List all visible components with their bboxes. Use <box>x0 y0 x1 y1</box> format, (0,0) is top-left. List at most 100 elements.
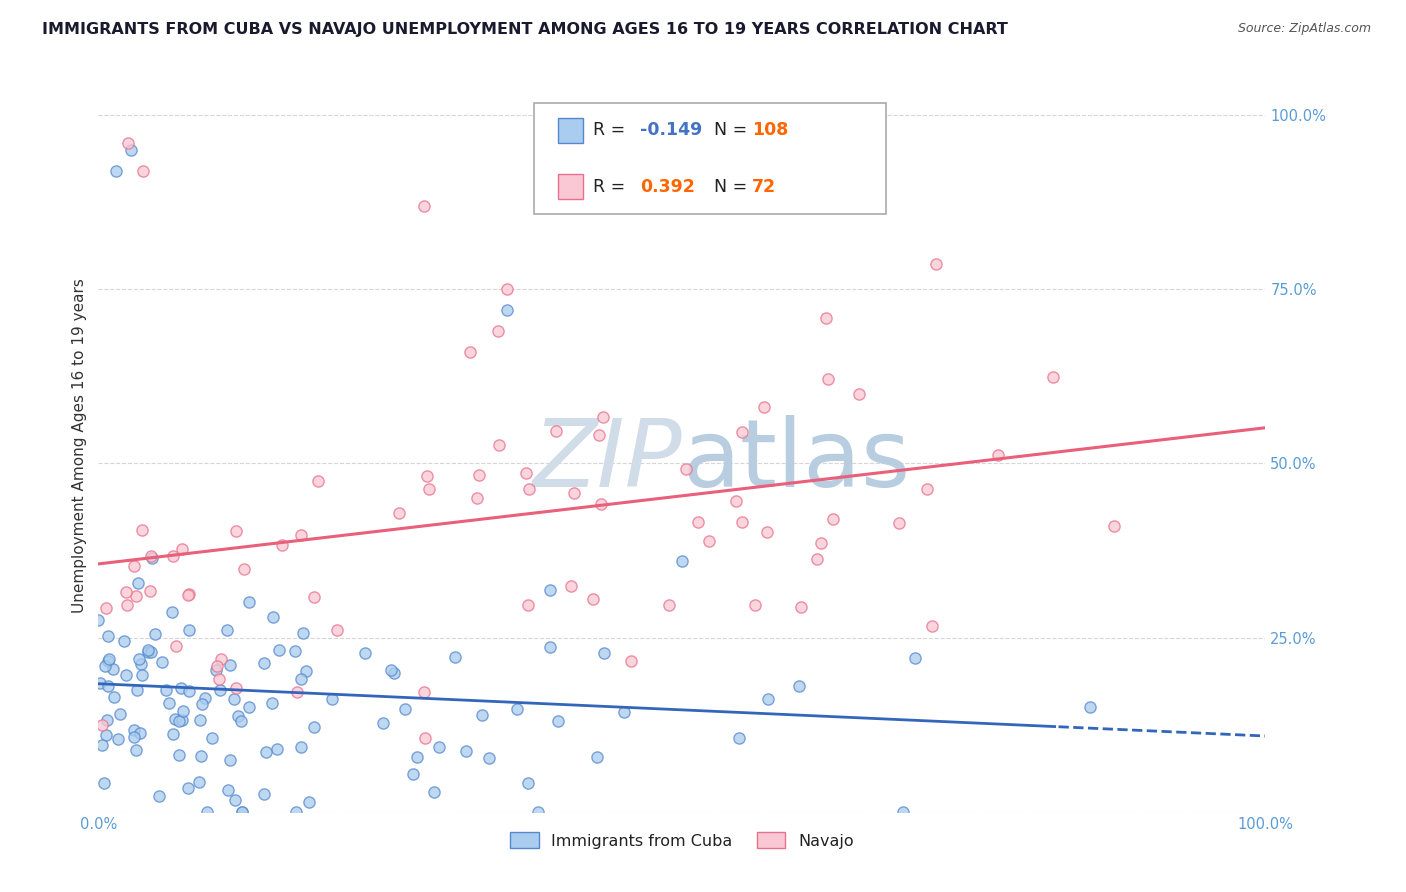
Point <box>93 659 115 673</box>
Point <box>284 644 307 658</box>
Point <box>266 742 288 756</box>
Point <box>388 506 411 520</box>
Point <box>195 805 218 819</box>
Point <box>697 533 720 548</box>
Point <box>127 576 149 591</box>
Point <box>115 584 138 599</box>
Point <box>170 681 193 695</box>
Text: N =: N = <box>714 178 754 195</box>
Point <box>756 691 779 706</box>
Point <box>262 610 284 624</box>
Point <box>321 692 343 706</box>
Point <box>177 589 200 603</box>
Point <box>468 468 491 483</box>
Point <box>94 601 117 615</box>
Point <box>139 584 162 599</box>
Point <box>131 523 153 537</box>
Point <box>848 387 870 401</box>
Point <box>97 629 120 643</box>
Point <box>810 536 832 550</box>
Point <box>188 713 211 727</box>
Point <box>284 805 307 819</box>
Point <box>205 658 228 673</box>
Point <box>416 469 439 483</box>
Point <box>394 701 416 715</box>
Point <box>412 199 434 213</box>
Point <box>921 619 943 633</box>
Point <box>307 475 329 489</box>
Point <box>136 642 159 657</box>
Point <box>104 164 127 178</box>
Point <box>194 691 217 706</box>
Point <box>253 656 276 670</box>
Point <box>128 652 150 666</box>
Point <box>516 598 538 612</box>
Point <box>141 549 163 563</box>
Point <box>115 599 138 613</box>
Point <box>790 600 813 615</box>
Point <box>219 753 242 767</box>
Text: atlas: atlas <box>682 415 910 507</box>
Point <box>224 692 246 706</box>
Point <box>238 699 260 714</box>
Point <box>229 714 252 728</box>
Point <box>515 467 537 481</box>
Point <box>987 448 1010 462</box>
Point <box>267 643 290 657</box>
Point <box>115 667 138 681</box>
Point <box>107 731 129 746</box>
Text: IMMIGRANTS FROM CUBA VS NAVAJO UNEMPLOYMENT AMONG AGES 16 TO 19 YEARS CORRELATIO: IMMIGRANTS FROM CUBA VS NAVAJO UNEMPLOYM… <box>42 22 1008 37</box>
Point <box>208 683 231 698</box>
Point <box>471 708 494 723</box>
Point <box>87 613 110 627</box>
Point <box>589 497 612 511</box>
Point <box>120 143 142 157</box>
Point <box>727 731 749 745</box>
Point <box>231 805 253 819</box>
Point <box>724 494 747 508</box>
Point <box>225 524 247 539</box>
Point <box>231 805 253 819</box>
Point <box>527 805 550 819</box>
Point <box>217 783 239 797</box>
Point <box>517 482 540 496</box>
Point <box>418 482 440 496</box>
Point <box>787 679 810 693</box>
Point <box>97 652 120 666</box>
Point <box>225 681 247 695</box>
Text: Source: ZipAtlas.com: Source: ZipAtlas.com <box>1237 22 1371 36</box>
Y-axis label: Unemployment Among Ages 16 to 19 years: Unemployment Among Ages 16 to 19 years <box>72 278 87 614</box>
Point <box>90 717 112 731</box>
Point <box>141 551 163 566</box>
Point <box>191 697 214 711</box>
Point <box>253 788 276 802</box>
Point <box>915 482 938 496</box>
Point <box>187 774 209 789</box>
Point <box>256 745 278 759</box>
Point <box>443 649 465 664</box>
Point <box>160 605 183 619</box>
Point <box>454 743 477 757</box>
Point <box>582 591 605 606</box>
Point <box>262 696 284 710</box>
Point <box>671 554 693 568</box>
Point <box>744 599 766 613</box>
Point <box>402 767 425 781</box>
Point <box>93 776 115 790</box>
Point <box>128 726 150 740</box>
Point <box>891 805 914 819</box>
Point <box>124 589 146 603</box>
Point <box>538 640 561 655</box>
Point <box>209 652 232 666</box>
Point <box>562 486 585 500</box>
Text: 108: 108 <box>752 121 789 139</box>
Text: N =: N = <box>714 121 754 139</box>
Point <box>131 668 153 682</box>
Point <box>101 661 124 675</box>
Point <box>271 538 294 552</box>
Point <box>177 587 200 601</box>
Point <box>1102 519 1125 533</box>
Point <box>588 427 610 442</box>
Point <box>125 743 148 757</box>
Point <box>143 627 166 641</box>
